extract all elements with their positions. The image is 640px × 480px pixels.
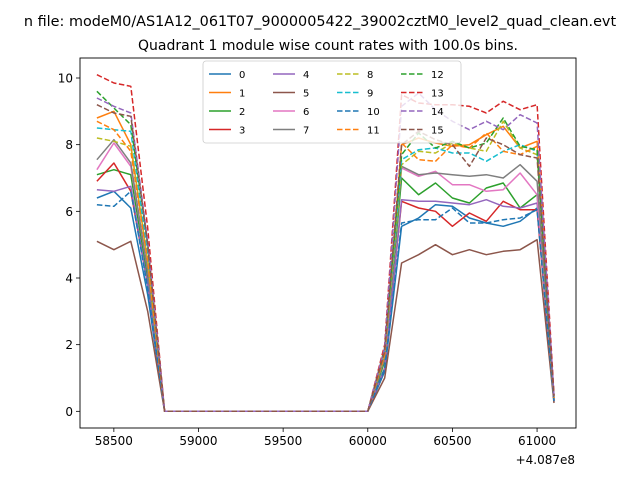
legend-label-12: 12 [431,70,444,81]
legend-label-4: 4 [303,70,309,81]
legend-label-9: 9 [367,89,373,100]
figure-suptitle: n file: modeM0/AS1A12_061T07_9000005422_… [24,14,617,30]
legend-label-3: 3 [239,126,245,137]
legend-label-6: 6 [303,107,309,118]
chart-title: Quadrant 1 module wise count rates with … [138,38,518,54]
plot-area [96,74,555,413]
y-tick-label: 2 [65,338,73,352]
legend-label-10: 10 [367,107,380,118]
y-tick-label: 6 [65,205,73,219]
legend-label-8: 8 [367,70,373,81]
legend-label-1: 1 [239,89,245,100]
legend-box [202,60,462,144]
x-tick-label: 59000 [179,434,217,448]
legend-label-0: 0 [239,70,245,81]
legend-label-15: 15 [431,126,444,137]
y-axis: 0 2 4 6 8 10 [58,72,80,419]
axes-frame [79,57,577,429]
x-tick-label: 58500 [95,434,133,448]
legend-label-14: 14 [431,107,444,118]
x-axis: 58500 59000 59500 60000 60500 61000 [95,428,556,448]
y-tick-label: 0 [65,405,73,419]
series-line-14 [96,92,555,413]
legend-label-2: 2 [239,107,245,118]
y-tick-label: 8 [65,138,73,152]
legend-label-7: 7 [303,126,309,137]
x-tick-label: 60500 [433,434,471,448]
x-tick-label: 60000 [349,434,387,448]
x-tick-label: 59500 [264,434,302,448]
x-axis-offset-label: +4.087e8 [516,453,575,467]
x-tick-label: 61000 [518,434,556,448]
legend-label-11: 11 [367,126,380,137]
series-line-15 [96,104,555,413]
y-tick-label: 10 [58,72,73,86]
legend-label-13: 13 [431,89,444,100]
legend-label-5: 5 [303,89,309,100]
y-tick-label: 4 [65,272,73,286]
